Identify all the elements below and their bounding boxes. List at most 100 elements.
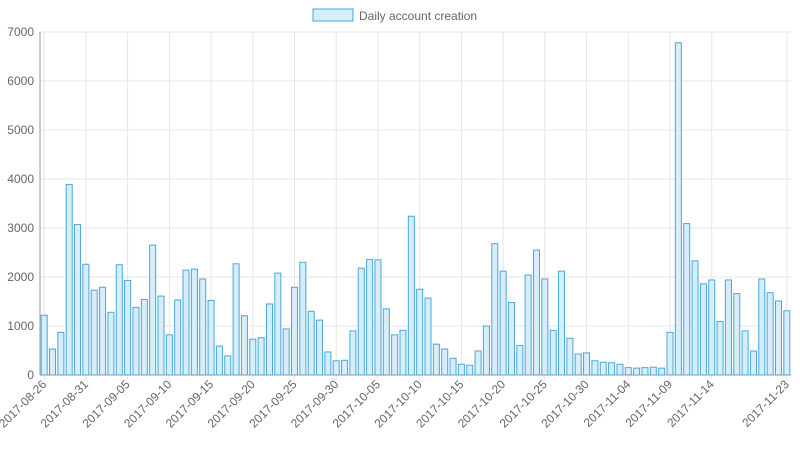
bar[interactable] <box>391 334 399 376</box>
bar[interactable] <box>741 330 749 376</box>
bar[interactable] <box>716 321 724 376</box>
bar[interactable] <box>249 338 257 376</box>
bar[interactable] <box>90 289 98 376</box>
bar[interactable] <box>633 367 641 376</box>
bar[interactable] <box>616 363 624 376</box>
bar[interactable] <box>499 270 507 376</box>
bar[interactable] <box>399 329 407 376</box>
bar[interactable] <box>132 306 140 376</box>
y-tick-label: 3000 <box>7 221 34 235</box>
bar[interactable] <box>174 299 182 376</box>
bar[interactable] <box>624 367 632 376</box>
bar[interactable] <box>182 269 190 376</box>
bar[interactable] <box>407 215 415 376</box>
bar[interactable] <box>207 300 215 376</box>
x-tick-label: 2017-11-23 <box>739 377 792 430</box>
bar[interactable] <box>382 308 390 376</box>
bar[interactable] <box>357 267 365 376</box>
bar[interactable] <box>549 329 557 376</box>
bar[interactable] <box>140 299 148 376</box>
legend-label: Daily account creation <box>359 9 477 23</box>
bar[interactable] <box>641 367 649 376</box>
bar[interactable] <box>232 263 240 376</box>
bar[interactable] <box>758 278 766 376</box>
bar[interactable] <box>199 278 207 376</box>
bar[interactable] <box>149 244 157 376</box>
bar[interactable] <box>65 183 73 376</box>
bar[interactable] <box>708 279 716 376</box>
bar[interactable] <box>115 264 123 376</box>
bar[interactable] <box>491 243 499 376</box>
bar[interactable] <box>424 297 432 376</box>
bar[interactable] <box>215 345 223 376</box>
y-tick-label: 5000 <box>7 123 34 137</box>
bar[interactable] <box>74 224 82 376</box>
bar[interactable] <box>341 359 349 376</box>
bar[interactable] <box>282 328 290 376</box>
bar[interactable] <box>124 279 132 376</box>
bar[interactable] <box>674 42 682 376</box>
bar[interactable] <box>658 367 666 376</box>
bar[interactable] <box>532 249 540 376</box>
bar[interactable] <box>591 360 599 376</box>
bar[interactable] <box>107 311 115 376</box>
bar[interactable] <box>466 364 474 376</box>
bar[interactable] <box>82 263 90 376</box>
bar[interactable] <box>699 283 707 376</box>
bar[interactable] <box>316 319 324 376</box>
bar[interactable] <box>474 350 482 376</box>
bar[interactable] <box>766 292 774 376</box>
bar[interactable] <box>733 293 741 376</box>
bar[interactable] <box>40 314 48 376</box>
bar[interactable] <box>307 310 315 376</box>
bar[interactable] <box>516 345 524 376</box>
bar[interactable] <box>265 303 273 376</box>
bar[interactable] <box>324 351 332 376</box>
bar[interactable] <box>482 325 490 376</box>
bar[interactable] <box>541 278 549 376</box>
bar[interactable] <box>558 270 566 376</box>
legend-swatch <box>312 8 354 22</box>
y-tick-label: 6000 <box>7 74 34 88</box>
bar[interactable] <box>749 350 757 376</box>
bar[interactable] <box>190 268 198 376</box>
bar[interactable] <box>724 279 732 376</box>
bar[interactable] <box>57 331 65 376</box>
bar[interactable] <box>449 357 457 376</box>
bar[interactable] <box>99 286 107 376</box>
legend[interactable]: Daily account creation <box>312 8 477 23</box>
bar[interactable] <box>274 272 282 376</box>
bar[interactable] <box>165 334 173 376</box>
bar[interactable] <box>599 361 607 376</box>
y-tick-label: 1000 <box>7 319 34 333</box>
bar[interactable] <box>507 301 515 376</box>
bar[interactable] <box>299 261 307 376</box>
bar[interactable] <box>691 260 699 376</box>
bar[interactable] <box>432 343 440 376</box>
bar[interactable] <box>783 310 791 376</box>
bar[interactable] <box>257 337 265 376</box>
bar[interactable] <box>683 223 691 376</box>
bar[interactable] <box>240 315 248 376</box>
bar[interactable] <box>583 352 591 376</box>
bar[interactable] <box>441 348 449 376</box>
bar[interactable] <box>374 259 382 376</box>
bar[interactable] <box>774 300 782 376</box>
x-axis: 2017-08-262017-08-312017-09-052017-09-10… <box>0 374 792 431</box>
bar[interactable] <box>366 258 374 376</box>
bar[interactable] <box>457 363 465 376</box>
bar[interactable] <box>416 288 424 376</box>
bar[interactable] <box>649 366 657 376</box>
bar[interactable] <box>666 331 674 376</box>
bar[interactable] <box>332 360 340 376</box>
bar[interactable] <box>608 362 616 376</box>
bar[interactable] <box>574 353 582 376</box>
bar[interactable] <box>224 355 232 376</box>
bar[interactable] <box>49 348 57 376</box>
bar[interactable] <box>524 274 532 376</box>
bar[interactable] <box>157 295 165 376</box>
bar[interactable] <box>349 330 357 376</box>
bar[interactable] <box>291 286 299 376</box>
bar[interactable] <box>566 337 574 376</box>
